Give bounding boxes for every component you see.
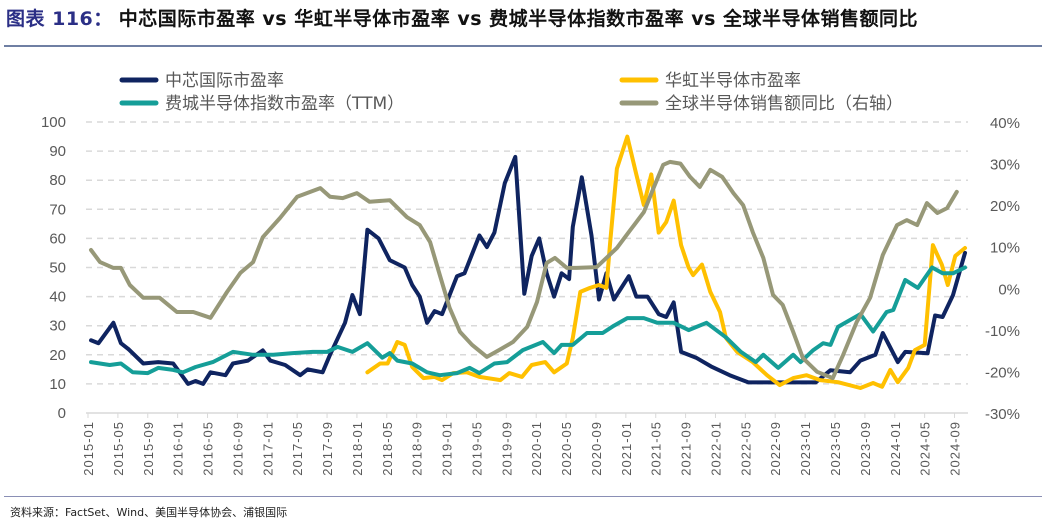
series-line-1 xyxy=(89,154,967,386)
y-left-tick-label: 50 xyxy=(49,260,66,277)
x-tick-label: 2015-05 xyxy=(111,421,126,476)
x-tick-label: 2018-01 xyxy=(350,421,365,476)
y-right-tick-label: -30% xyxy=(985,406,1020,423)
x-tick-label: 2022-05 xyxy=(738,421,753,476)
x-tick-label: 2017-09 xyxy=(320,421,335,476)
x-tick-label: 2022-09 xyxy=(768,421,783,476)
source-note: 资料来源：FactSet、Wind、美国半导体协会、浦银国际 xyxy=(10,506,288,519)
y-left-tick-label: 0 xyxy=(58,405,66,422)
title-divider xyxy=(4,45,1042,47)
figure-number: 图表 116： xyxy=(6,8,113,30)
y-right-tick-label: 30% xyxy=(990,157,1020,174)
x-tick-label: 2019-09 xyxy=(499,421,514,476)
y-right-tick-label: 0% xyxy=(998,281,1020,298)
x-tick-label: 2021-05 xyxy=(649,421,664,476)
x-tick-label: 2023-05 xyxy=(828,421,843,476)
x-tick-label: 2017-01 xyxy=(260,421,275,476)
legend-label-4: 全球半导体销售额同比（右轴） xyxy=(665,94,903,114)
y-right-tick-label: 10% xyxy=(990,240,1020,257)
x-tick-label: 2021-09 xyxy=(679,421,694,476)
y-left-tick-label: 30 xyxy=(49,318,66,335)
legend-label-2: 华虹半导体市盈率 xyxy=(665,71,801,91)
x-tick-label: 2020-01 xyxy=(529,421,544,476)
y-left-tick-label: 10 xyxy=(49,376,66,393)
x-tick-label: 2016-09 xyxy=(230,421,245,476)
y-right-tick-label: -10% xyxy=(985,323,1020,340)
y-right-tick-label: -20% xyxy=(985,364,1020,381)
x-tick-label: 2024-05 xyxy=(918,421,933,476)
x-tick-label: 2016-05 xyxy=(201,421,216,476)
x-tick-label: 2015-09 xyxy=(141,421,156,476)
legend-label-3: 费城半导体指数市盈率（TTM） xyxy=(165,94,404,114)
x-tick-label: 2021-01 xyxy=(619,421,634,476)
x-tick-label: 2015-01 xyxy=(81,421,96,476)
x-tick-label: 2019-01 xyxy=(440,421,455,476)
x-tick-label: 2016-01 xyxy=(171,421,186,476)
x-tick-label: 2018-05 xyxy=(380,421,395,476)
y-right-tick-label: 20% xyxy=(990,198,1020,215)
x-tick-label: 2018-09 xyxy=(410,421,425,476)
x-tick-label: 2024-09 xyxy=(948,421,963,476)
series-line-3 xyxy=(89,265,967,378)
x-tick-label: 2023-09 xyxy=(858,421,873,476)
x-tick-label: 2023-01 xyxy=(798,421,813,476)
x-tick-label: 2020-09 xyxy=(589,421,604,476)
x-tick-label: 2024-01 xyxy=(888,421,903,476)
y-left-tick-label: 40 xyxy=(49,289,66,306)
y-right-tick-label: 40% xyxy=(990,115,1020,132)
footer-divider xyxy=(4,496,1042,497)
y-left-tick-label: 70 xyxy=(49,201,66,218)
y-left-tick-label: 90 xyxy=(49,143,66,160)
series-line-4 xyxy=(89,159,959,381)
title-text: 中芯国际市盈率 vs 华虹半导体市盈率 vs 费城半导体指数市盈率 vs 全球半… xyxy=(118,8,919,30)
x-tick-label: 2017-05 xyxy=(290,421,305,476)
legend-label-1: 中芯国际市盈率 xyxy=(165,71,284,91)
y-left-tick-label: 80 xyxy=(49,172,66,189)
series-line-2 xyxy=(365,134,967,390)
y-left-tick-label: 100 xyxy=(41,114,66,131)
y-left-tick-label: 60 xyxy=(49,230,66,247)
x-tick-label: 2022-01 xyxy=(708,421,723,476)
y-left-tick-label: 20 xyxy=(49,347,66,364)
x-tick-label: 2019-05 xyxy=(469,421,484,476)
x-tick-label: 2020-05 xyxy=(559,421,574,476)
chart-title: 图表 116： 中芯国际市盈率 vs 华虹半导体市盈率 vs 费城半导体指数市盈率… xyxy=(6,4,918,31)
